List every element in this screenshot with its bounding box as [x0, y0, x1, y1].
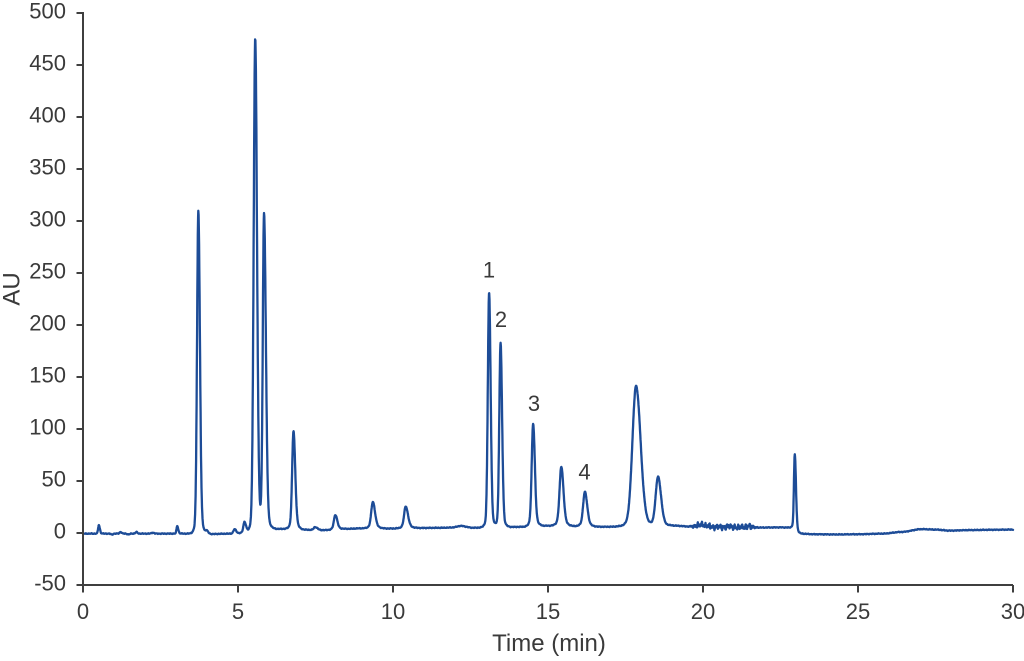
svg-text:0: 0 [54, 519, 66, 544]
svg-text:100: 100 [29, 415, 66, 440]
svg-text:20: 20 [691, 599, 715, 624]
svg-text:2: 2 [495, 307, 507, 332]
svg-text:4: 4 [578, 460, 590, 485]
svg-text:300: 300 [29, 207, 66, 232]
svg-text:450: 450 [29, 51, 66, 76]
svg-text:Time (min): Time (min) [492, 630, 606, 656]
svg-text:3: 3 [528, 391, 540, 416]
svg-text:AU: AU [0, 272, 26, 305]
svg-text:250: 250 [29, 259, 66, 284]
svg-text:10: 10 [381, 599, 405, 624]
svg-text:150: 150 [29, 363, 66, 388]
svg-text:1: 1 [483, 258, 495, 283]
svg-text:15: 15 [536, 599, 560, 624]
svg-text:50: 50 [42, 467, 66, 492]
svg-text:200: 200 [29, 311, 66, 336]
svg-text:5: 5 [232, 599, 244, 624]
svg-text:-50: -50 [34, 571, 66, 596]
svg-text:0: 0 [77, 599, 89, 624]
svg-text:25: 25 [846, 599, 870, 624]
svg-text:30: 30 [1001, 599, 1024, 624]
svg-text:500: 500 [29, 0, 66, 24]
svg-text:400: 400 [29, 103, 66, 128]
svg-text:350: 350 [29, 155, 66, 180]
